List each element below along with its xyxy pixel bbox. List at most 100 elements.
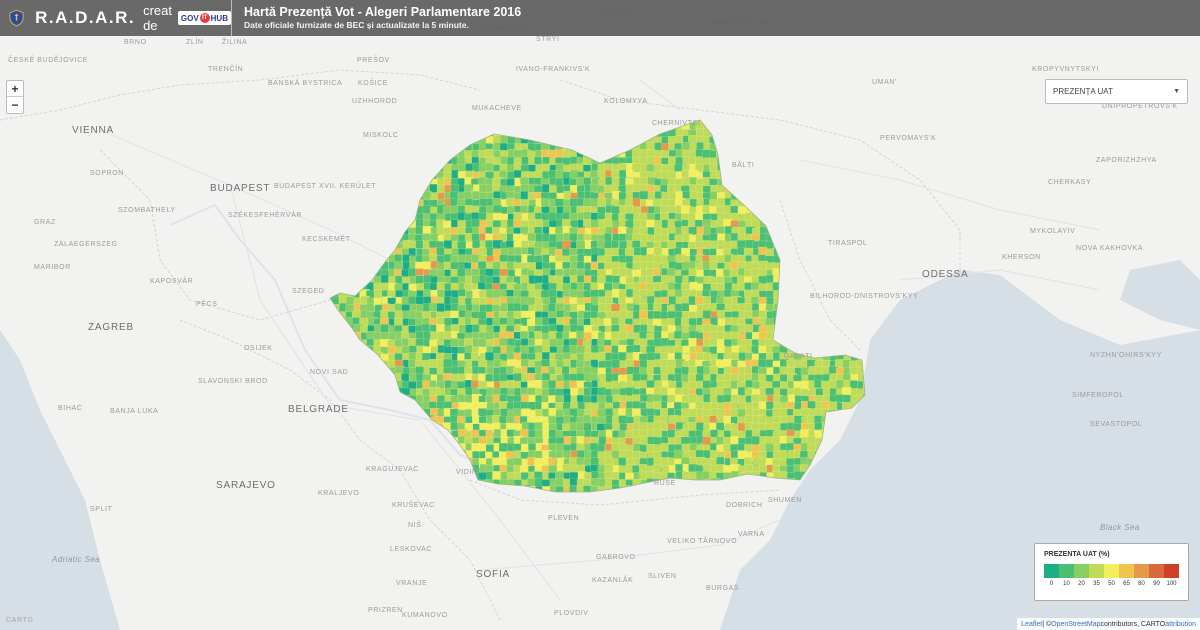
uat-cell [786, 283, 795, 292]
uat-cell [813, 303, 824, 314]
uat-cell [430, 458, 439, 467]
place-label: PERVOMAYS'K [880, 135, 937, 142]
uat-cell [548, 120, 559, 124]
uat-cell [554, 136, 563, 146]
uat-cell [800, 162, 811, 173]
uat-cell [360, 261, 370, 271]
uat-cell [438, 493, 446, 501]
uat-cell [653, 492, 661, 499]
uat-cells [330, 120, 865, 501]
uat-cell [527, 283, 536, 292]
uat-cell [338, 122, 347, 131]
uat-cell [478, 408, 488, 417]
uat-cell [779, 199, 790, 210]
app-header: R.A.D.A.R. creat de GOV IT HUB Hartă Pre… [0, 0, 1200, 36]
uat-cell [499, 127, 509, 137]
uat-cell [381, 150, 392, 160]
uat-cell [352, 360, 363, 371]
uat-cell [388, 185, 397, 195]
zoom-out-button[interactable]: − [11, 98, 19, 112]
uat-cell [402, 402, 411, 412]
uat-cell [408, 120, 418, 124]
place-label: GABROVO [596, 554, 636, 561]
uat-cell [429, 136, 438, 146]
azov-sea [1120, 260, 1200, 330]
place-label: PRIZREN [368, 607, 403, 614]
uat-cell [786, 135, 795, 146]
uat-cell [408, 423, 419, 433]
uat-cell [759, 163, 767, 172]
uat-cell [589, 120, 600, 132]
uat-cell [604, 128, 612, 137]
uat-cell [800, 338, 810, 347]
uat-cell [597, 149, 605, 158]
uat-cell [520, 358, 530, 367]
uat-cell [415, 444, 425, 454]
place-label: SIMFEROPOL [1072, 392, 1124, 399]
uat-cell [801, 205, 812, 215]
uat-cell [331, 135, 340, 145]
uat-cell [471, 479, 481, 490]
uat-cell [330, 274, 340, 284]
uat-cell [779, 192, 790, 202]
place-label: KOLOMYYA [604, 98, 648, 105]
uat-cell [821, 148, 832, 158]
uat-cell [563, 135, 573, 145]
uat-cell [646, 332, 655, 341]
uat-cell [856, 304, 865, 313]
uat-cell [421, 120, 430, 130]
uat-cell [835, 415, 846, 426]
uat-cell [758, 283, 768, 292]
layer-select[interactable]: PREZENȚA UAT ▼ [1045, 79, 1188, 104]
place-label: KROPYVNYTSKYI [1032, 66, 1099, 73]
leaflet-link[interactable]: Leaflet [1021, 620, 1043, 628]
uat-cell [330, 304, 335, 314]
uat-cell [778, 162, 788, 173]
uat-cell [346, 345, 356, 353]
uat-cell [344, 268, 353, 276]
uat-cell [367, 380, 376, 390]
carto-attribution-link[interactable]: attribution [1165, 620, 1196, 628]
legend-swatch [1044, 564, 1059, 578]
uat-cell [331, 296, 340, 305]
uat-cell [569, 136, 579, 146]
uat-cell [835, 170, 844, 179]
uat-cell [330, 254, 334, 264]
uat-cell [864, 311, 865, 320]
uat-cell [449, 128, 460, 138]
uat-cell [744, 142, 755, 152]
uat-cell [808, 345, 818, 354]
uat-cell [345, 457, 355, 467]
uat-cell [381, 450, 390, 460]
uat-cell [415, 120, 425, 131]
osm-link[interactable]: OpenStreetMap [1051, 620, 1101, 628]
uat-cell [849, 149, 859, 160]
uat-cell [771, 135, 781, 146]
uat-cell [863, 226, 865, 237]
uat-cell [345, 472, 356, 480]
uat-cell [821, 255, 831, 266]
uat-cell [542, 128, 552, 138]
uat-cell [610, 316, 620, 325]
uat-cell [835, 409, 845, 419]
uat-cell [815, 254, 823, 265]
govithub-logo[interactable]: GOV IT HUB [177, 11, 231, 25]
uat-cell [555, 162, 565, 172]
uat-cell [773, 218, 782, 229]
uat-cell [759, 136, 769, 147]
uat-cell [415, 268, 425, 276]
uat-cell [451, 486, 462, 492]
uat-cell [422, 471, 431, 481]
uat-cell [472, 120, 482, 126]
uat-cell [330, 324, 333, 335]
zoom-in-button[interactable]: + [7, 81, 23, 97]
uat-cell [765, 164, 774, 174]
place-label: SLIVEN [648, 573, 677, 580]
uat-cell [807, 248, 817, 259]
uat-cell [751, 205, 762, 214]
uat-cell [758, 345, 767, 354]
uat-cell [360, 157, 370, 168]
uat-cell [443, 457, 452, 468]
uat-cell [625, 122, 635, 130]
